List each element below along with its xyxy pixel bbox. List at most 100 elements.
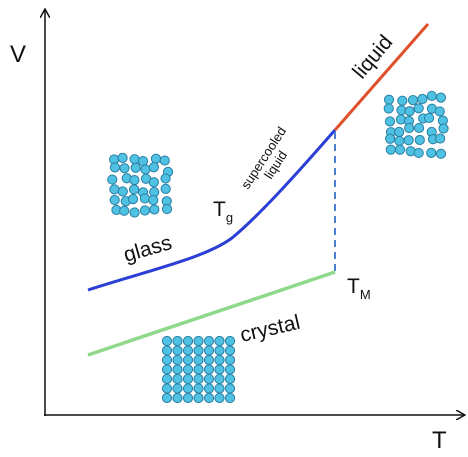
liquid-particle [414,148,423,157]
crystal-particle [225,393,234,402]
liquid-particle [384,104,393,113]
glass-particle [162,204,171,213]
crystal-particle [183,393,192,402]
crystal-particle [194,365,203,374]
crystal-particle [215,384,224,393]
crystal-particle [204,374,213,383]
liquid-particle [395,145,404,154]
liquid-particle [405,123,414,132]
crystal-particle [225,346,234,355]
glass-particle [141,165,150,174]
tg-label: Tg [213,198,233,225]
liquid-particle [405,107,414,116]
glass-particle [151,154,160,163]
crystal-particle [173,374,182,383]
glass-particle [110,163,119,172]
crystal-particle [173,365,182,374]
crystal-particle [162,374,171,383]
glass-particle [118,153,127,162]
crystal-particle [204,393,213,402]
crystal-particle [204,384,213,393]
glass-particle [130,175,139,184]
crystal-particle [162,355,171,364]
crystal-particle [194,393,203,402]
glass-particle [118,187,127,196]
crystal-particle [183,346,192,355]
liquid-particle [439,124,448,133]
crystal-particle [225,365,234,374]
liquid-particle [408,96,417,105]
liquid-particle [385,117,394,126]
crystal-particle [194,336,203,345]
crystal-particle [204,365,213,374]
crystal-particle [162,393,171,402]
crystal-particle [194,346,203,355]
liquid-particle [386,134,395,143]
crystal-particle [173,346,182,355]
glass-particle [120,164,129,173]
liquid-label: liquid [348,31,397,83]
glass-particle [140,194,149,203]
glass-particle [138,156,147,165]
glass-particle [130,208,139,217]
crystal-particle [225,384,234,393]
liquid-particle [414,123,423,132]
crystal-particle [173,355,182,364]
crystal-particle [194,384,203,393]
crystal-particle [173,393,182,402]
crystal-label: crystal [238,311,302,347]
crystal-particle [183,355,192,364]
crystal-particle [225,374,234,383]
crystal-particle [225,336,234,345]
glass-particle [129,185,138,194]
liquid-particle [435,107,444,116]
liquid-particle [395,136,404,145]
liquid-particle [404,136,413,145]
diagram: V T liquid supercooled liquid glass Tg T… [0,0,468,457]
crystal-particle [215,346,224,355]
crystal-particle [215,393,224,402]
crystal-particle [183,374,192,383]
liquid-particle [395,127,404,136]
glass-particle [131,163,140,172]
crystal-particle [204,346,213,355]
liquid-particle [436,93,445,102]
crystal-particle [162,384,171,393]
glass-particle [150,205,159,214]
liquid-particle [436,149,445,158]
crystal-particle [173,384,182,393]
crystal-particle [183,384,192,393]
glass-label: glass [121,231,174,267]
liquid-particle [398,96,407,105]
crystal-particle [183,365,192,374]
glass-particle [161,184,170,193]
liquid-particle [384,95,393,104]
crystal-particle [204,336,213,345]
glass-particle [110,185,119,194]
crystal-particle [162,365,171,374]
glass-particle [128,195,137,204]
crystal-particle [215,355,224,364]
crystal-particle [194,374,203,383]
glass-particle [160,156,169,165]
glass-particle [149,163,158,172]
tm-label: TM [347,275,371,302]
liquid-particle [415,135,424,144]
liquid-particle [427,148,436,157]
crystal-particle [204,355,213,364]
crystal-particle [215,365,224,374]
crystal-particle [173,336,182,345]
crystal-particle [215,374,224,383]
glass-particle [149,178,158,187]
liquid-particle [418,94,427,103]
liquid-particle [436,134,445,143]
liquid-particle [397,106,406,115]
crystal-particle [194,355,203,364]
crystal-particle [225,355,234,364]
crystal-particle [183,336,192,345]
y-axis-label: V [10,41,26,68]
crystal-particle [162,346,171,355]
liquid-particle [425,113,434,122]
crystal-particle [162,336,171,345]
glass-particle [140,206,149,215]
